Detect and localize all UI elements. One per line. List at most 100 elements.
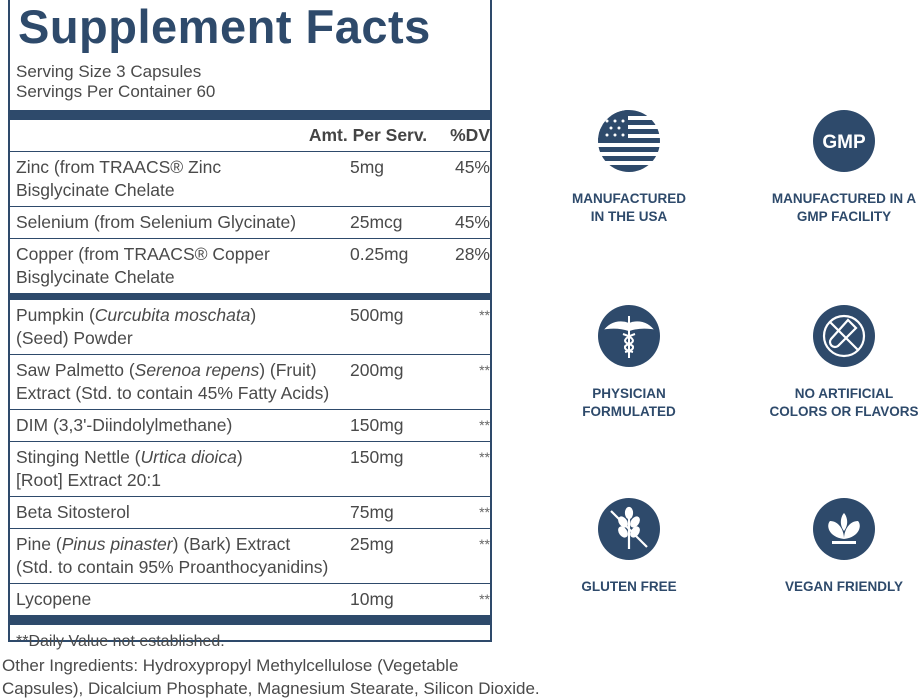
name-segment: ) <box>236 447 243 467</box>
name-line: DIM (3,3'-Diindolylmethane) <box>16 414 350 437</box>
name-segment: [Root] Extract 20:1 <box>16 470 161 490</box>
amount: 150mg <box>350 447 404 467</box>
name-segment: ) (Fruit) <box>259 360 317 380</box>
name-segment: Extract (Std. to contain 45% Fatty Acids… <box>16 383 330 403</box>
amount: 75mg <box>350 502 394 522</box>
dv-header: %DV <box>450 125 490 145</box>
name-segment: Beta Sitosterol <box>16 502 130 522</box>
footnote: **Daily Value not established. <box>16 633 225 650</box>
name-line: Stinging Nettle (Urtica dioica) <box>16 446 350 469</box>
badge-label: NO ARTIFICIAL <box>795 386 894 401</box>
name-line: Pine (Pinus pinaster) (Bark) Extract <box>16 533 350 556</box>
name-segment: Serenoa repens <box>134 360 260 380</box>
name-segment: Saw Palmetto ( <box>16 360 135 380</box>
nutrient-row: Selenium (from Selenium Glycinate) 25mcg 4… <box>10 207 490 239</box>
name-line: [Root] Extract 20:1 <box>16 469 350 492</box>
nutrient-row: Pine (Pinus pinaster) (Bark) Extract (Std… <box>10 529 490 584</box>
name-segment: Bisglycinate Chelate <box>16 180 175 200</box>
amount-header: Amt. Per Serv. <box>308 125 428 145</box>
name-line: Copper (from TRAACS® Copper <box>16 243 350 266</box>
name-segment: Copper (from TRAACS® Copper <box>16 244 270 264</box>
ingredients-line: Capsules), Dicalcium Phosphate, Magnesiu… <box>2 679 540 698</box>
serving-size: Serving Size 3 Capsules <box>16 62 202 81</box>
badge-label: GLUTEN FREE <box>581 579 676 594</box>
nutrient-name: Stinging Nettle (Urtica dioica) [Root] Ex… <box>16 446 350 492</box>
name-segment: Urtica dioica <box>140 447 237 467</box>
name-line: (Std. to contain 95% Proanthocyanidins) <box>16 556 350 579</box>
supplement-facts-panel: Supplement Facts Serving Size 3 Capsules… <box>8 0 492 650</box>
name-line: Extract (Std. to contain 45% Fatty Acids… <box>16 382 350 405</box>
daily-value: ** <box>479 504 490 520</box>
name-segment: Pinus pinaster <box>61 534 173 554</box>
nutrient-name: Pine (Pinus pinaster) (Bark) Extract (Std… <box>16 533 350 579</box>
ingredients-line: Other Ingredients: Hydroxypropyl Methylc… <box>2 656 459 675</box>
divider-bar <box>10 615 490 625</box>
daily-value: ** <box>479 362 490 378</box>
amount: 25mcg <box>350 212 403 232</box>
divider-bar <box>10 110 490 120</box>
name-line: (Seed) Powder <box>16 327 350 350</box>
nutrient-name: Beta Sitosterol <box>16 501 350 524</box>
name-segment: Zinc (from TRAACS® Zinc <box>16 157 222 177</box>
name-segment: ) <box>250 305 257 325</box>
nutrient-name: Lycopene <box>16 588 350 611</box>
header-row: Amt. Per Serv. %DV <box>10 120 490 152</box>
no-artificial-icon <box>813 305 875 367</box>
name-line: Beta Sitosterol <box>16 501 350 524</box>
nutrient-name: Pumpkin (Curcubita moschata) (Seed) Powde… <box>16 304 350 350</box>
nutrient-row: Copper (from TRAACS® Copper Bisglycinate … <box>10 239 490 293</box>
badge-label: COLORS OR FLAVORS <box>769 404 918 419</box>
nutrient-row: DIM (3,3'-Diindolylmethane) 150mg ** <box>10 410 490 442</box>
nutrient-row: Stinging Nettle (Urtica dioica) [Root] Ex… <box>10 442 490 497</box>
badge-label: VEGAN FRIENDLY <box>785 579 903 594</box>
name-segment: (Seed) Powder <box>16 328 133 348</box>
nutrient-name: Saw Palmetto (Serenoa repens) (Fruit) Ext… <box>16 359 350 405</box>
amount: 5mg <box>350 157 385 177</box>
gluten-free-icon <box>598 498 660 560</box>
daily-value: ** <box>479 417 490 433</box>
daily-value: 28% <box>454 244 490 264</box>
badge-label: PHYSICIAN <box>592 386 666 401</box>
name-line: Bisglycinate Chelate <box>16 266 350 289</box>
other-ingredients: Other Ingredients: Hydroxypropyl Methylc… <box>2 654 540 700</box>
name-segment: (Std. to contain 95% Proanthocyanidins) <box>16 557 329 577</box>
nutrient-row: Saw Palmetto (Serenoa repens) (Fruit) Ext… <box>10 355 490 410</box>
servings-per-container: Servings Per Container 60 <box>16 82 216 101</box>
name-line: Saw Palmetto (Serenoa repens) (Fruit) <box>16 359 350 382</box>
daily-value: ** <box>479 449 490 465</box>
daily-value: 45% <box>454 157 490 177</box>
gmp-icon-text: GMP <box>822 132 866 153</box>
usa-icon <box>598 110 660 172</box>
divider-bar <box>10 293 490 300</box>
name-segment: Lycopene <box>16 589 92 609</box>
name-segment: Curcubita moschata <box>94 305 251 325</box>
amount: 25mg <box>350 534 394 554</box>
title: Supplement Facts <box>18 0 431 53</box>
daily-value: ** <box>479 591 490 607</box>
nutrient-name: Selenium (from Selenium Glycinate) <box>16 211 350 234</box>
daily-value: ** <box>479 536 490 552</box>
nutrient-row: Beta Sitosterol 75mg ** <box>10 497 490 529</box>
name-line: Zinc (from TRAACS® Zinc <box>16 156 350 179</box>
amount: 500mg <box>350 305 404 325</box>
amount: 200mg <box>350 360 404 380</box>
amount: 0.25mg <box>350 244 409 264</box>
nutrient-name: DIM (3,3'-Diindolylmethane) <box>16 414 350 437</box>
nutrient-row: Pumpkin (Curcubita moschata) (Seed) Powde… <box>10 300 490 355</box>
name-segment: ) (Bark) Extract <box>172 534 291 554</box>
amount: 150mg <box>350 415 404 435</box>
name-segment: Selenium (from Selenium Glycinate) <box>16 212 297 232</box>
name-segment: Pumpkin ( <box>16 305 95 325</box>
name-segment: DIM (3,3'-Diindolylmethane) <box>16 415 233 435</box>
badge-label: MANUFACTURED <box>572 191 686 206</box>
amount: 10mg <box>350 589 394 609</box>
badge-label: GMP FACILITY <box>797 209 891 224</box>
name-line: Selenium (from Selenium Glycinate) <box>16 211 350 234</box>
name-line: Bisglycinate Chelate <box>16 179 350 202</box>
badge-label: MANUFACTURED IN A <box>772 191 916 206</box>
nutrient-name: Zinc (from TRAACS® Zinc Bisglycinate Chel… <box>16 156 350 202</box>
name-line: Pumpkin (Curcubita moschata) <box>16 304 350 327</box>
gmp-icon: GMP <box>813 110 875 172</box>
